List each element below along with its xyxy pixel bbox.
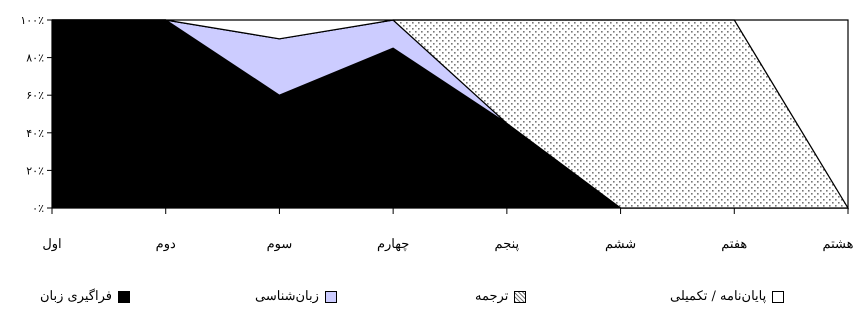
legend-label: زبان‌شناسی <box>255 289 319 304</box>
legend-swatch-white <box>772 290 785 303</box>
legend-swatch-black <box>118 290 130 303</box>
y-tick-label: ۲۰٪ <box>26 164 44 177</box>
x-category-label: هفتم <box>721 237 747 252</box>
area-series-3 <box>52 19 849 211</box>
legend-swatch-lavender <box>324 290 337 303</box>
legend-item-translation: ترجمه <box>475 289 527 304</box>
x-category-label: سوم <box>267 237 293 252</box>
x-category-label: پنجم <box>495 237 520 252</box>
y-tick-label: ۶۰٪ <box>26 89 44 102</box>
y-tick-label: ۱۰۰٪ <box>20 14 44 27</box>
legend-item-language-acquisition: فراگیری زبان <box>40 289 130 304</box>
legend-item-linguistics: زبان‌شناسی <box>255 289 337 304</box>
chart-legend: فراگیری زبان زبان‌شناسی ترجمه پایان‌نامه… <box>0 289 865 313</box>
x-category-label: چهارم <box>377 237 409 252</box>
legend-item-thesis: پایان‌نامه / تکمیلی <box>670 289 785 304</box>
x-category-label: دوم <box>156 237 176 252</box>
y-tick-label: ۴۰٪ <box>26 127 44 140</box>
x-category-label: هشتم <box>822 237 853 252</box>
x-category-label: اول <box>42 237 61 252</box>
x-category-label: ششم <box>605 237 636 252</box>
legend-label: پایان‌نامه / تکمیلی <box>670 289 767 304</box>
y-tick-label: ۰٪ <box>32 202 44 215</box>
y-tick-label: ۸۰٪ <box>26 52 44 65</box>
legend-swatch-dotted <box>514 290 527 303</box>
legend-label: ترجمه <box>475 289 509 304</box>
legend-label: فراگیری زبان <box>40 289 112 304</box>
